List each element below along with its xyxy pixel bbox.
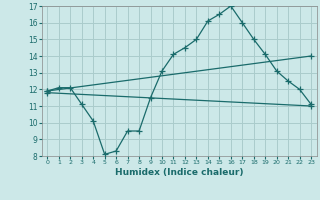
X-axis label: Humidex (Indice chaleur): Humidex (Indice chaleur): [115, 168, 244, 177]
